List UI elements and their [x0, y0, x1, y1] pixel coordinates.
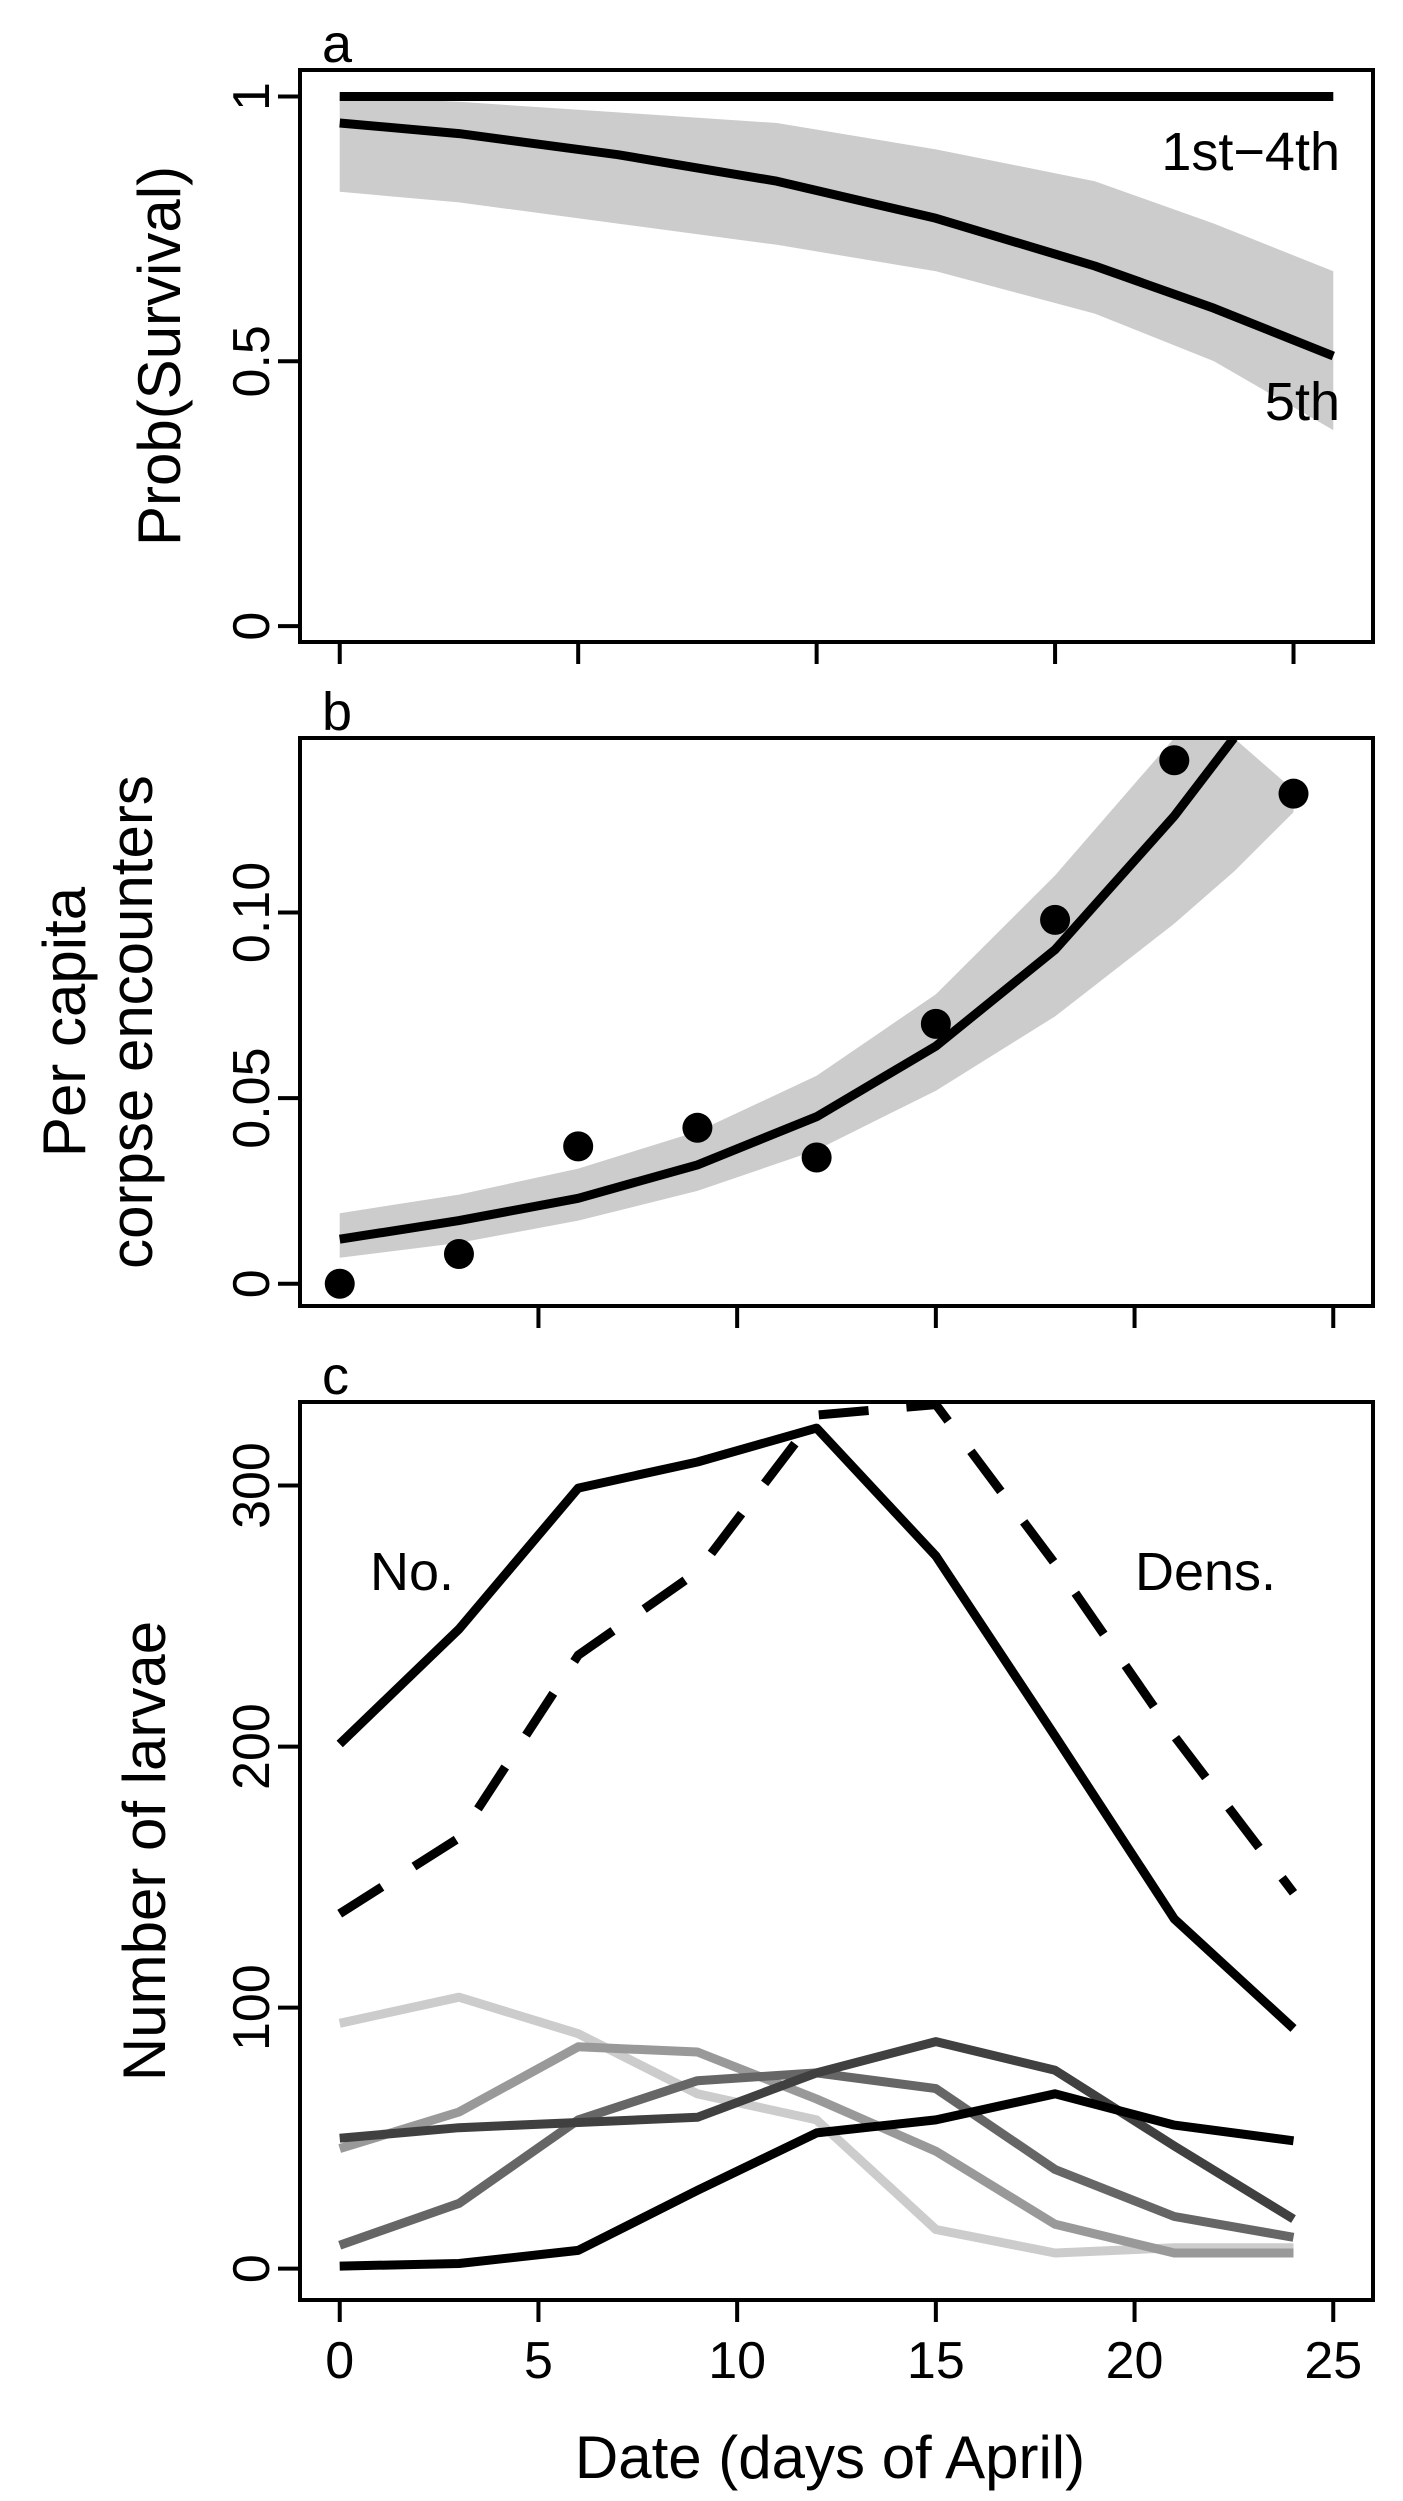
panel-a: 0 0.5 1 a 1st−4th 5th Prob(Survival) — [126, 14, 1375, 664]
y-axis-title-c: Number of larvae — [111, 1621, 178, 2081]
panel-c-ytick-label: 0 — [223, 2254, 281, 2283]
series-line-no- — [336, 1423, 1297, 2032]
ci-band — [339, 738, 1294, 1258]
data-point — [1278, 778, 1309, 809]
data-point — [563, 1131, 594, 1162]
panel-c: 0 100 200 300 0 5 10 15 20 25 c No. Dens. Number of l… — [111, 1346, 1375, 2390]
y-axis-title-b-line2: corpse encounters — [98, 775, 165, 1269]
panel-c-ytick-label: 200 — [223, 1703, 281, 1790]
data-point — [682, 1112, 713, 1143]
data-point — [801, 1142, 832, 1173]
data-point — [443, 1239, 474, 1270]
panel-b-ytick-label: 0.10 — [223, 862, 281, 963]
data-point — [324, 1268, 355, 1299]
annotation-no: No. — [370, 1542, 454, 1602]
panel-a-ytick-label: 1 — [223, 82, 281, 111]
series-line-dens- — [337, 1400, 1298, 1918]
panel-b: 0 0.05 0.10 b Per capita corpse encounters — [31, 682, 1375, 1328]
panel-c-xtick-label: 10 — [708, 2332, 766, 2390]
series-line-instar-5 — [339, 2089, 1295, 2271]
series-line-5th — [339, 118, 1335, 361]
panel-c-frame — [298, 1400, 1375, 2302]
ci-band-5th — [339, 96, 1334, 431]
annotation-1st-4th: 1st−4th — [1161, 122, 1340, 182]
data-point — [1040, 904, 1071, 935]
x-axis-title: Date (days of April) — [575, 2424, 1085, 2491]
panel-letter-b: b — [322, 682, 352, 742]
panel-b-plot-area — [339, 738, 1294, 1258]
panel-c-xtick-label: 15 — [907, 2332, 965, 2390]
series-line-instar-2 — [338, 2042, 1294, 2258]
panel-b-frame — [298, 736, 1375, 1308]
data-point — [1159, 745, 1190, 776]
panel-a-ytick-label: 0 — [223, 612, 281, 641]
panel-c-xtick-label: 0 — [325, 2332, 354, 2390]
y-axis-title-a: Prob(Survival) — [126, 166, 193, 546]
panel-a-ytick-label: 0.5 — [223, 325, 281, 397]
series-line-instar-4 — [339, 2037, 1296, 2223]
series-line-instar-1 — [338, 1992, 1294, 2258]
annotation-5th: 5th — [1265, 372, 1340, 432]
panel-c-xtick-label: 25 — [1304, 2332, 1362, 2390]
panel-c-ytick-label: 100 — [223, 1964, 281, 2051]
panel-letter-a: a — [322, 14, 353, 74]
panel-a-frame — [298, 68, 1375, 644]
data-point — [920, 1008, 951, 1039]
y-axis-title-b-line1: Per capita — [31, 886, 98, 1157]
panel-b-ytick-label: 0.05 — [223, 1047, 281, 1148]
panel-b-ytick-label: 0 — [223, 1269, 281, 1298]
panel-c-xtick-label: 20 — [1106, 2332, 1164, 2390]
panel-c-ytick-label: 300 — [223, 1442, 281, 1529]
fit-line — [339, 738, 1238, 1244]
panel-letter-c: c — [322, 1346, 349, 1406]
annotation-dens: Dens. — [1135, 1542, 1276, 1602]
panel-c-xtick-label: 5 — [524, 2332, 553, 2390]
